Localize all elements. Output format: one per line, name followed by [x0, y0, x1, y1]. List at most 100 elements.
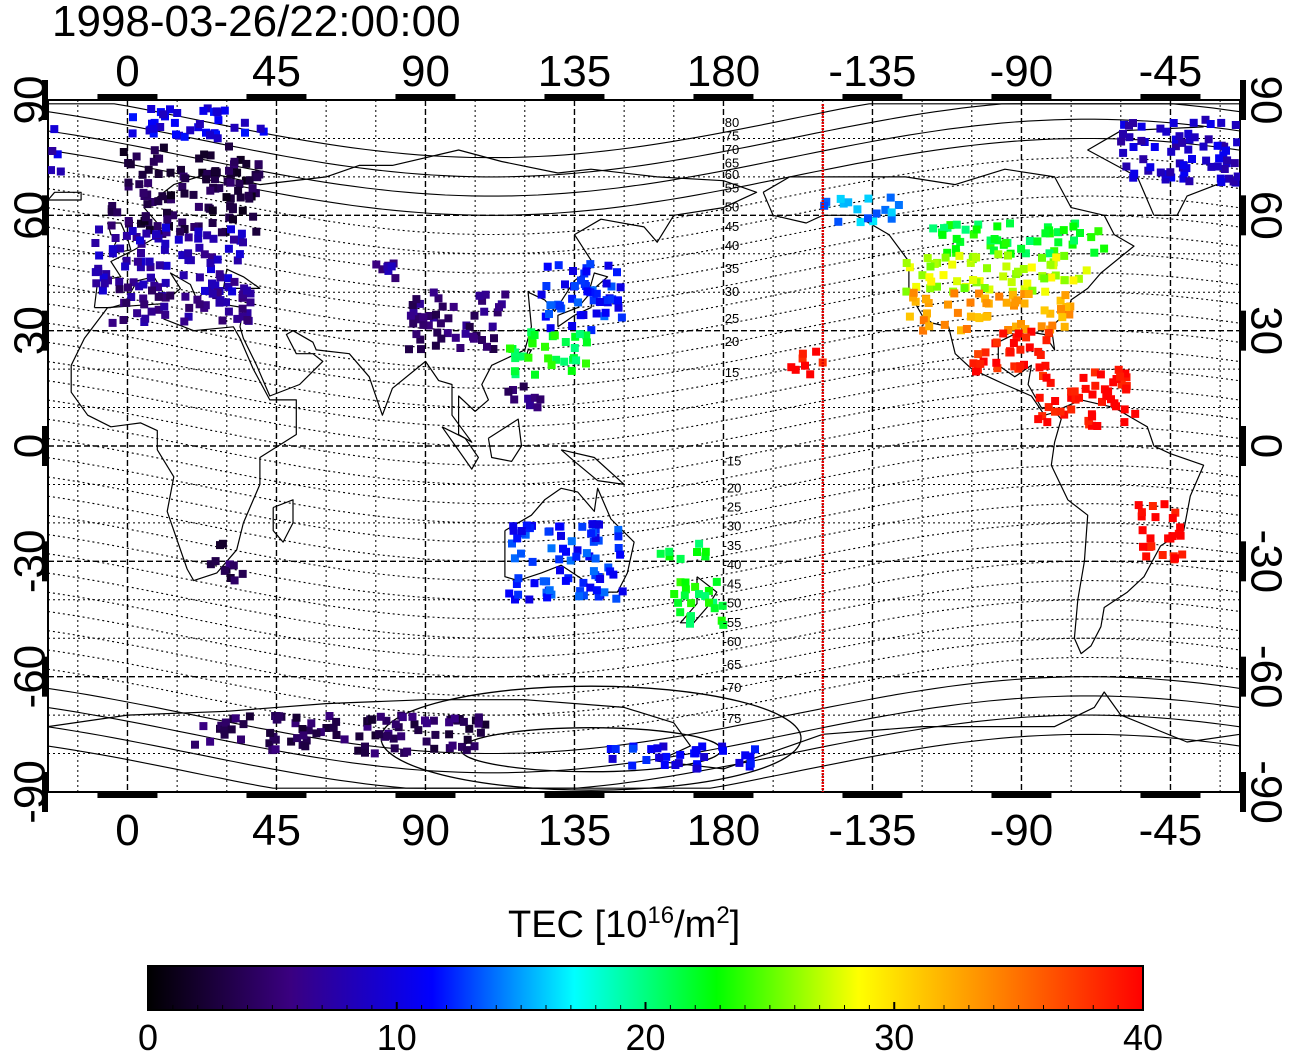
tec-pixel — [1094, 227, 1103, 236]
tec-pixel — [1117, 380, 1126, 389]
tec-pixel — [939, 271, 948, 280]
tec-pixel — [525, 401, 534, 410]
contour-label: 50 — [725, 200, 739, 215]
tec-pixel — [455, 715, 464, 723]
tec-pixel — [1148, 502, 1157, 510]
tec-pixel — [560, 357, 569, 366]
tec-pixel — [1059, 226, 1068, 235]
tec-pixel — [528, 339, 537, 348]
tec-pixel — [198, 168, 207, 177]
tec-pixel — [1217, 141, 1226, 150]
tec-pixel — [1002, 262, 1011, 271]
tec-pixel — [389, 734, 398, 743]
tec-pixel — [147, 105, 156, 113]
tec-pixel — [1217, 178, 1226, 187]
tec-pixel — [1046, 378, 1055, 387]
tec-pixel — [186, 126, 195, 135]
tec-pixel — [561, 576, 570, 585]
tec-pixel — [588, 520, 597, 529]
tec-pixel — [229, 561, 238, 570]
tec-pixel — [1021, 249, 1030, 258]
lon-label-bottom: -90 — [990, 806, 1054, 855]
tec-pixel — [245, 712, 254, 721]
tec-pixel — [163, 215, 172, 224]
tec-pixel — [144, 179, 153, 188]
tec-pixel — [243, 286, 251, 295]
tec-pixel — [445, 718, 454, 727]
tec-pixel — [107, 221, 116, 230]
tec-pixel — [220, 725, 229, 734]
tec-pixel — [216, 541, 224, 550]
lon-label-top: 45 — [252, 47, 301, 96]
tec-pixel — [474, 713, 483, 722]
tec-pixel — [1052, 253, 1061, 262]
tec-pixel — [508, 539, 516, 548]
tec-pixel — [576, 311, 585, 320]
tec-pixel — [1096, 370, 1105, 379]
lat-label-left: -30 — [6, 530, 55, 594]
tec-pixel — [582, 359, 590, 368]
tec-pixel — [48, 166, 55, 175]
tec-pixel — [999, 329, 1008, 338]
tec-pixel — [424, 321, 433, 330]
tec-pixel — [693, 760, 702, 769]
tec-pixel — [951, 245, 960, 254]
tec-pixel — [1054, 228, 1062, 237]
tec-pixel — [463, 735, 472, 744]
tec-pixel — [1156, 124, 1165, 133]
tec-pixel — [1033, 237, 1042, 246]
tec-pixel — [162, 261, 171, 270]
tec-pixel — [1088, 412, 1097, 421]
tec-pixel — [1122, 384, 1131, 393]
tec-pixel — [982, 299, 991, 308]
tec-pixel — [195, 120, 204, 128]
tec-pixel — [158, 192, 167, 201]
tec-pixel — [834, 217, 843, 226]
coastlines — [48, 126, 1240, 770]
tec-pixel — [969, 359, 978, 368]
tec-pixel — [994, 250, 1003, 259]
tec-pixel — [735, 758, 744, 767]
tec-pixel — [434, 294, 443, 303]
tec-pixel — [510, 554, 519, 563]
tec-pixel — [129, 278, 138, 287]
tec-pixel — [1225, 174, 1233, 183]
lat-label-right: 0 — [1242, 434, 1291, 458]
tec-pixel — [206, 131, 214, 140]
tec-pixel — [948, 260, 957, 269]
tec-pixel — [1016, 362, 1025, 371]
tec-pixel — [146, 263, 155, 272]
tec-pixel — [199, 106, 208, 115]
tec-pixel — [1060, 322, 1069, 331]
tec-pixel — [465, 724, 474, 733]
tec-pixel — [976, 359, 985, 368]
tec-pixel — [227, 225, 235, 234]
tec-pixel — [505, 589, 514, 598]
tec-pixel — [203, 104, 212, 113]
tec-pixel — [253, 173, 262, 182]
tec-pixel — [249, 212, 258, 221]
tec-pixel — [425, 312, 434, 320]
left-tick — [42, 80, 48, 120]
tec-pixel — [302, 736, 311, 745]
colorbar-tick-label: 20 — [625, 1017, 666, 1058]
tec-pixel — [656, 549, 665, 558]
tec-pixel — [243, 309, 252, 318]
tec-pixel — [154, 170, 163, 178]
tec-pixel — [185, 303, 194, 312]
magnetic-contour — [48, 714, 1240, 789]
tec-pixel — [918, 271, 927, 280]
tec-pixel — [438, 302, 447, 311]
tec-pixel — [614, 525, 623, 534]
tec-pixel — [1167, 173, 1176, 182]
tec-pixel — [135, 282, 144, 291]
tec-pixel — [1122, 162, 1131, 171]
tec-pixel — [432, 310, 440, 319]
tec-pixel — [1065, 310, 1074, 319]
tec-pixel — [419, 313, 428, 322]
colorbar-tick-label: 10 — [376, 1017, 417, 1058]
tec-pixel — [147, 307, 156, 316]
tec-pixel — [95, 225, 103, 234]
tec-pixel — [547, 361, 556, 370]
